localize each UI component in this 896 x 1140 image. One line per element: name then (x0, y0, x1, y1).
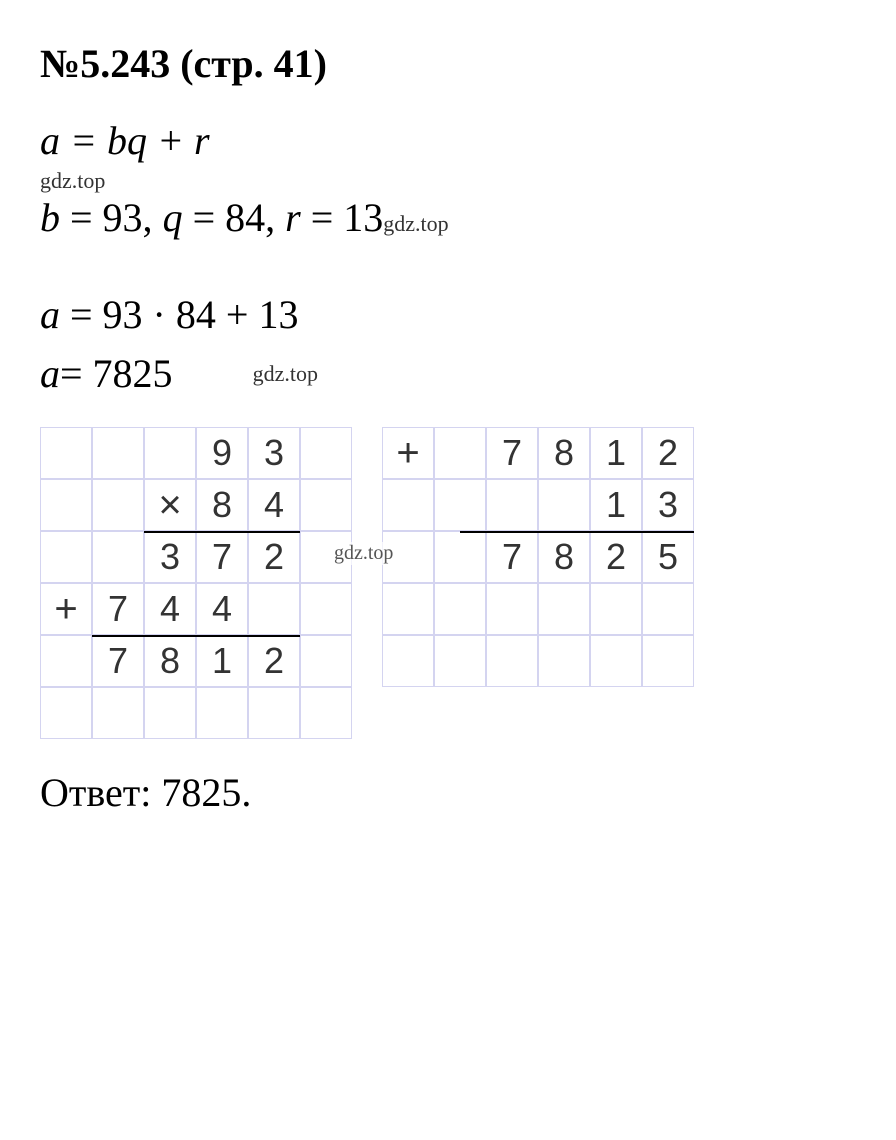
grid-cell: 1 (196, 635, 248, 687)
grid-cell (434, 531, 486, 583)
calc-line: a = 93 · 84 + 13 (40, 291, 856, 338)
q-var: q (163, 195, 183, 240)
grid-cell: 3 (144, 531, 196, 583)
grid-cell (92, 687, 144, 739)
grid-cell: 4 (248, 479, 300, 531)
grid-cell: 5 (642, 531, 694, 583)
r-val: = 13 (301, 195, 384, 240)
var-q: q (127, 118, 147, 163)
grid-cell (248, 687, 300, 739)
grid-cell (40, 635, 92, 687)
grid-cell: 2 (642, 427, 694, 479)
grid-cell (642, 583, 694, 635)
grid-cell (486, 635, 538, 687)
calc-a-var: a (40, 292, 60, 337)
grid-cell (486, 583, 538, 635)
grid-cell (144, 427, 196, 479)
grid-cell: 7 (486, 531, 538, 583)
calc-rule-line (92, 635, 300, 637)
grid-cell (434, 635, 486, 687)
grid-cell (300, 427, 352, 479)
grid-cell (300, 687, 352, 739)
result-line: a = 7825 gdz.top (40, 350, 856, 397)
values-line: b = 93, q = 84, r = 13gdz.top (40, 194, 856, 241)
grid-cell (40, 427, 92, 479)
grid-cell: 7 (196, 531, 248, 583)
grid-cell (642, 635, 694, 687)
grid-cell: 8 (196, 479, 248, 531)
grid-cell: 8 (538, 531, 590, 583)
b-var: b (40, 195, 60, 240)
grid-cell: × (144, 479, 196, 531)
calc-rule-line (144, 531, 300, 533)
grid-cell (434, 479, 486, 531)
grid-cell: 1 (590, 427, 642, 479)
grid-cell: 7 (92, 635, 144, 687)
grid-cell (590, 635, 642, 687)
eq-sign: = (60, 118, 107, 163)
var-r: r (194, 118, 210, 163)
var-b: b (107, 118, 127, 163)
grid-cell (538, 479, 590, 531)
grid-cell: 3 (642, 479, 694, 531)
grid-cell (40, 687, 92, 739)
grid-cell (538, 635, 590, 687)
var-a: a (40, 118, 60, 163)
b-val: = 93, (60, 195, 163, 240)
result-a-var: a (40, 350, 60, 397)
grid-cell (300, 479, 352, 531)
grid-cell (382, 479, 434, 531)
formula-line: a = bq + r (40, 117, 856, 164)
grid-cell (92, 427, 144, 479)
grid-cell (382, 583, 434, 635)
grid-cell: 4 (144, 583, 196, 635)
answer-line: Ответ: 7825. (40, 769, 856, 816)
grid-cell (196, 687, 248, 739)
grid-cell (434, 427, 486, 479)
grid-cell (92, 479, 144, 531)
grid-cell: 9 (196, 427, 248, 479)
result-val: = 7825 (60, 350, 173, 397)
grid-cell: 7 (92, 583, 144, 635)
grid-cell: 2 (248, 531, 300, 583)
grid-cell (300, 635, 352, 687)
watermark-overlay: gdz.top (332, 542, 395, 565)
grid-cell: 2 (590, 531, 642, 583)
calc-rule-line (460, 531, 694, 533)
r-var: r (285, 195, 301, 240)
plus-sign: + (147, 118, 194, 163)
calc-expr: = 93 · 84 + 13 (60, 292, 298, 337)
problem-title: №5.243 (стр. 41) (40, 40, 856, 87)
grid-cell (382, 635, 434, 687)
grid-cell (300, 583, 352, 635)
watermark-inline: gdz.top (383, 211, 448, 236)
grid-cell: 8 (144, 635, 196, 687)
grid-cell: 1 (590, 479, 642, 531)
grid-cell (144, 687, 196, 739)
grid-cell (92, 531, 144, 583)
grid-cell (434, 583, 486, 635)
grid-cell: 8 (538, 427, 590, 479)
q-val: = 84, (183, 195, 286, 240)
watermark-mid: gdz.top (253, 361, 318, 387)
grid-cell (538, 583, 590, 635)
grid-cell (248, 583, 300, 635)
addition-grid: +7812137825gdz.top (382, 427, 694, 687)
grid-cell (40, 479, 92, 531)
grid-cell (40, 531, 92, 583)
grid-cell: 7 (486, 427, 538, 479)
grid-cell: + (40, 583, 92, 635)
grid-cell: 3 (248, 427, 300, 479)
grid-cell (590, 583, 642, 635)
watermark-text: gdz.top (40, 168, 856, 194)
grid-cell: + (382, 427, 434, 479)
grids-container: 93×84372+7447812 +7812137825gdz.top (40, 427, 856, 739)
grid-cell: 4 (196, 583, 248, 635)
grid-cell (486, 479, 538, 531)
grid-cell: 2 (248, 635, 300, 687)
multiplication-grid: 93×84372+7447812 (40, 427, 352, 739)
